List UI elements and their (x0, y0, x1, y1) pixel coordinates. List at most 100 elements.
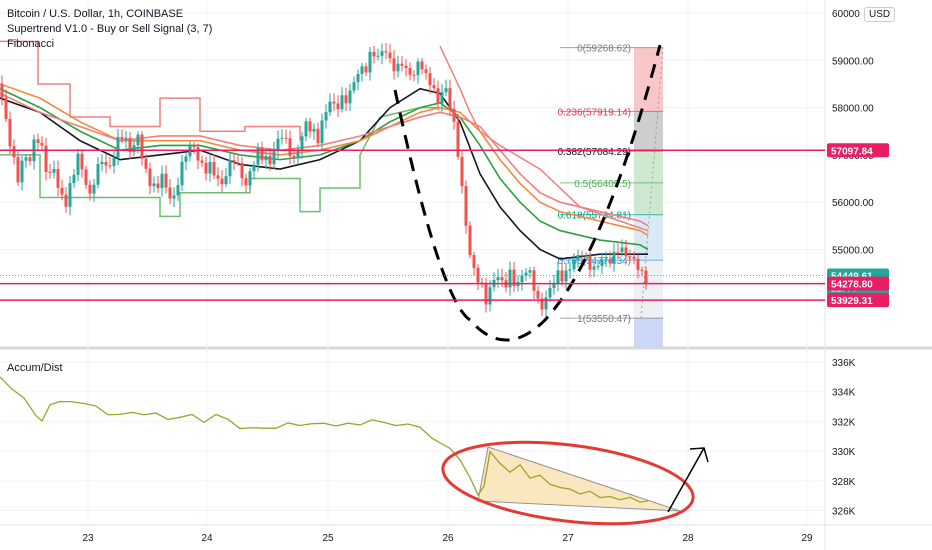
candle-body (240, 162, 244, 179)
candle-body (632, 256, 636, 259)
candle-body (216, 175, 220, 179)
candle-body (20, 160, 24, 183)
candle-body (276, 138, 280, 150)
candle-body (576, 255, 580, 260)
candle-body (548, 287, 552, 298)
candle-body (252, 164, 256, 172)
moving-average-line (0, 87, 649, 251)
candle-body (428, 73, 432, 86)
fib-level-label: 0.5(56409.5) (574, 179, 631, 190)
supertrend-line (0, 106, 440, 218)
candle-body (628, 256, 632, 258)
candle-body (584, 255, 588, 257)
candle-body (148, 168, 152, 187)
candle-body (564, 270, 568, 282)
candle-body (12, 146, 16, 158)
candle-body (636, 258, 640, 270)
candle-body (608, 259, 612, 264)
candle-body (112, 157, 116, 167)
candle-body (392, 58, 396, 72)
x-tick-label: 25 (322, 533, 334, 544)
fib-level-label: 0.236(57919.14) (558, 107, 631, 118)
candle-body (396, 63, 400, 72)
moving-average-line (0, 83, 649, 236)
y-tick-label: 56000.00 (832, 198, 874, 209)
accumdist-line (0, 376, 649, 503)
candle-body (376, 55, 380, 57)
candle-body (184, 156, 188, 162)
y-tick-label: 55000.00 (832, 246, 874, 257)
candle-body (160, 173, 164, 189)
candle-body (296, 150, 300, 159)
candle-body (256, 147, 260, 165)
price-tag (827, 143, 889, 158)
candle-body (344, 95, 348, 104)
candle-body (172, 195, 176, 199)
candle-body (224, 176, 228, 185)
candle-body (356, 74, 360, 83)
candle-body (164, 173, 168, 188)
candle-body (208, 161, 212, 174)
candle-body (456, 121, 460, 157)
candle-body (348, 90, 352, 104)
candle-body (380, 51, 384, 56)
candle-body (248, 171, 252, 186)
breakout-arrow (667, 447, 705, 513)
candle-body (56, 168, 60, 188)
candle-body (596, 266, 600, 268)
candle-body (260, 147, 264, 161)
candle-body (0, 83, 4, 98)
candle-body (152, 183, 156, 187)
candle-body (368, 51, 372, 73)
candle-body (536, 290, 540, 299)
candle-body (624, 247, 628, 257)
candle-body (484, 284, 488, 305)
candle-body (268, 155, 272, 165)
candle-body (496, 277, 500, 281)
candle-body (452, 108, 456, 122)
price-tag-label: 54278.80 (831, 280, 873, 291)
wedge-triangle (477, 446, 681, 512)
candle-body (144, 158, 148, 169)
y-tick-label-lower: 330K (832, 447, 856, 458)
candle-body (120, 137, 124, 140)
candle-body (520, 275, 524, 283)
candle-body (388, 52, 392, 59)
candle-body (580, 255, 584, 257)
candle-body (280, 137, 284, 139)
supertrend-legend: Supertrend V1.0 - Buy or Sell Signal (3,… (7, 23, 213, 35)
currency-button[interactable]: USD (864, 7, 896, 22)
candle-body (640, 269, 644, 271)
candle-body (300, 136, 304, 151)
x-tick-label: 27 (562, 533, 574, 544)
y-tick-label-lower: 328K (832, 477, 856, 488)
x-tick-label: 26 (442, 533, 454, 544)
candle-body (88, 184, 92, 194)
candle-body (16, 157, 20, 183)
candle-body (220, 178, 224, 185)
candle-body (236, 162, 240, 164)
candle-body (544, 297, 548, 310)
candle-body (284, 137, 288, 139)
candle-body (360, 66, 364, 75)
candle-body (212, 161, 216, 176)
fib-zone (634, 47, 663, 112)
candle-body (460, 156, 464, 187)
candle-body (116, 137, 120, 158)
price-tag-label: 53929.31 (831, 296, 873, 307)
candle-body (204, 162, 208, 174)
candle-body (528, 270, 532, 273)
candle-body (76, 153, 80, 175)
candle-body (288, 138, 292, 156)
candle-body (448, 88, 452, 109)
candle-body (68, 183, 72, 207)
fib-zone (634, 150, 663, 183)
candle-body (620, 247, 624, 253)
candle-body (92, 184, 96, 194)
candle-body (136, 134, 140, 146)
candle-body (232, 160, 236, 163)
y-tick-label-lower: 332K (832, 417, 856, 428)
